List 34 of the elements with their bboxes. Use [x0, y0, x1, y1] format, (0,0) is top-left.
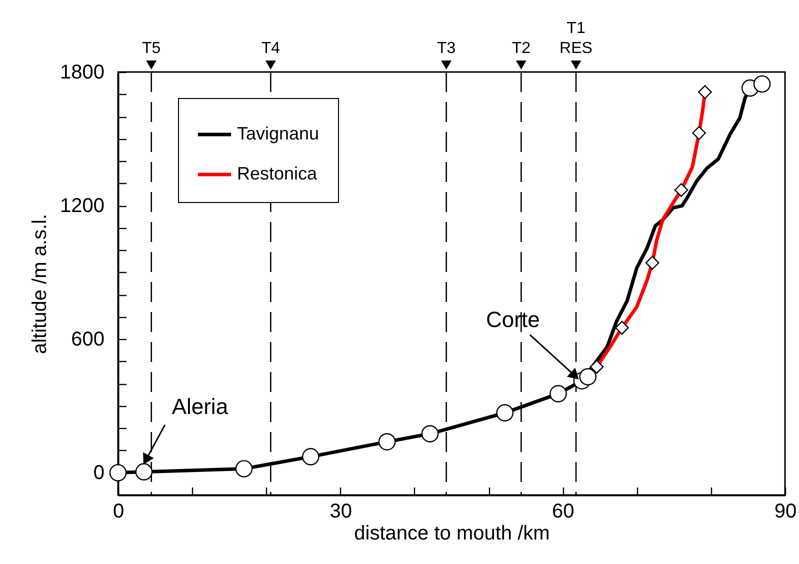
point	[135, 463, 153, 480]
point	[698, 85, 712, 99]
y-tick-label: 600	[71, 328, 104, 351]
y-axis-title: altitude /m a.s.l.	[29, 214, 52, 354]
point	[302, 448, 320, 466]
legend-label: Tavignanu	[237, 124, 320, 144]
point	[645, 256, 660, 270]
y-tick-label: 1800	[60, 62, 104, 84]
y-tick-label: 1200	[60, 195, 104, 218]
point	[674, 183, 688, 197]
point	[692, 126, 706, 140]
annotation: Aleria	[172, 394, 229, 419]
point	[590, 360, 604, 374]
x-tick-label: 90	[774, 500, 797, 522]
x-axis-title: distance to mouth /km	[354, 522, 550, 544]
legend-label: Restonica	[237, 164, 318, 184]
y-tick-label: 0	[93, 462, 104, 484]
point	[378, 433, 396, 450]
ref-line-label: T1 RES	[560, 20, 592, 57]
point	[235, 460, 253, 478]
ref-line-label: T2	[512, 40, 531, 57]
x-tick-label: 60	[552, 500, 574, 522]
ref-line-label: T3	[436, 40, 456, 57]
point	[579, 368, 597, 386]
point	[753, 75, 771, 93]
point	[615, 320, 629, 335]
x-tick-label: 0	[112, 500, 124, 522]
point	[421, 425, 439, 442]
x-tick-label: 30	[330, 500, 352, 522]
point	[496, 404, 514, 422]
ref-line-label: T4	[261, 40, 280, 57]
point	[109, 464, 127, 482]
point	[550, 385, 567, 402]
ref-line-label: T5	[142, 40, 161, 57]
